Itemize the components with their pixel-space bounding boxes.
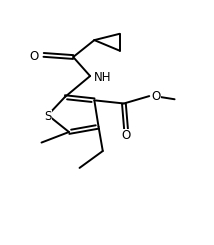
Text: NH: NH — [94, 71, 112, 84]
Text: O: O — [121, 129, 131, 142]
Text: S: S — [44, 110, 52, 123]
Text: O: O — [29, 50, 38, 63]
Text: O: O — [151, 90, 160, 103]
